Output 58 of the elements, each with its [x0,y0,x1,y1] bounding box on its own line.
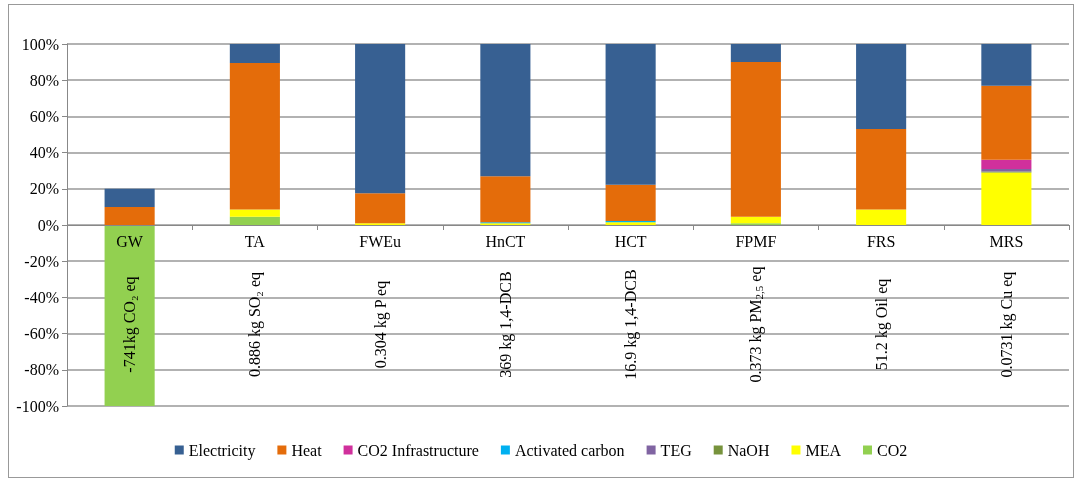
x-tick-label: MRS [989,232,1024,250]
annotation: 369 kg 1,4-DCB [496,271,515,378]
bar [104,206,155,225]
legend-label: Heat [291,441,323,459]
bar [355,44,406,194]
y-tick-label: 80% [29,71,59,89]
bar [480,44,531,177]
bar [730,44,781,63]
x-tick-label: FRS [866,232,896,250]
bar [730,62,781,217]
bar [480,176,531,223]
annotation: 0.304 kg P eq [371,280,390,369]
y-tick-label: 0% [37,216,59,234]
y-tick-label: 40% [29,144,59,162]
annotation: 16.9 kg 1,4-DCB [622,269,641,380]
bar [605,44,656,185]
bar [104,225,155,406]
bar [605,184,656,222]
y-tick-label: 60% [29,107,59,125]
y-tick-label: -80% [24,361,59,379]
bar [981,159,1032,169]
y-tick-label: -40% [24,288,59,306]
bar [981,44,1032,86]
legend-label: Activated carbon [514,441,625,459]
x-tick-label: TA [244,232,266,250]
y-tick-label: -20% [24,252,59,270]
bar [981,172,1032,225]
bar [229,209,280,217]
x-tick-label: HnCT [485,232,526,250]
bar [856,44,907,130]
y-tick-label: 100% [21,35,59,53]
x-tick-label: GW [116,232,144,250]
bar [730,216,781,224]
y-tick-label: -100% [16,397,59,415]
bar [104,188,155,207]
bar [229,63,280,210]
legend-label: NaOH [727,441,770,459]
legend-label: CO2 [877,441,908,459]
annotation: 51.2 kg Oil eq [872,278,891,371]
y-tick-label: 20% [29,180,59,198]
x-tick-label: FPMF [735,232,777,250]
annotation: -741kg CO₂ eq [121,276,140,373]
annotation: 0.886 kg SO₂ eq [246,271,265,378]
bar [229,216,280,225]
y-tick-label: -60% [24,325,59,343]
bar [981,85,1032,160]
legend-label: TEG [660,441,693,459]
legend-label: MEA [805,441,842,459]
bar [229,44,280,64]
bar [355,193,406,224]
bar [856,129,907,210]
x-tick-label: FWEu [359,232,402,250]
annotation: 0.0731 kg Cu eq [997,271,1016,378]
legend-label: CO2 Infrastructure [357,441,479,459]
x-tick-label: HCT [614,232,647,250]
bar [856,209,907,225]
legend-label: Electricity [188,441,256,460]
annotation: 0.373 kg PM2,5 eq [747,266,766,383]
